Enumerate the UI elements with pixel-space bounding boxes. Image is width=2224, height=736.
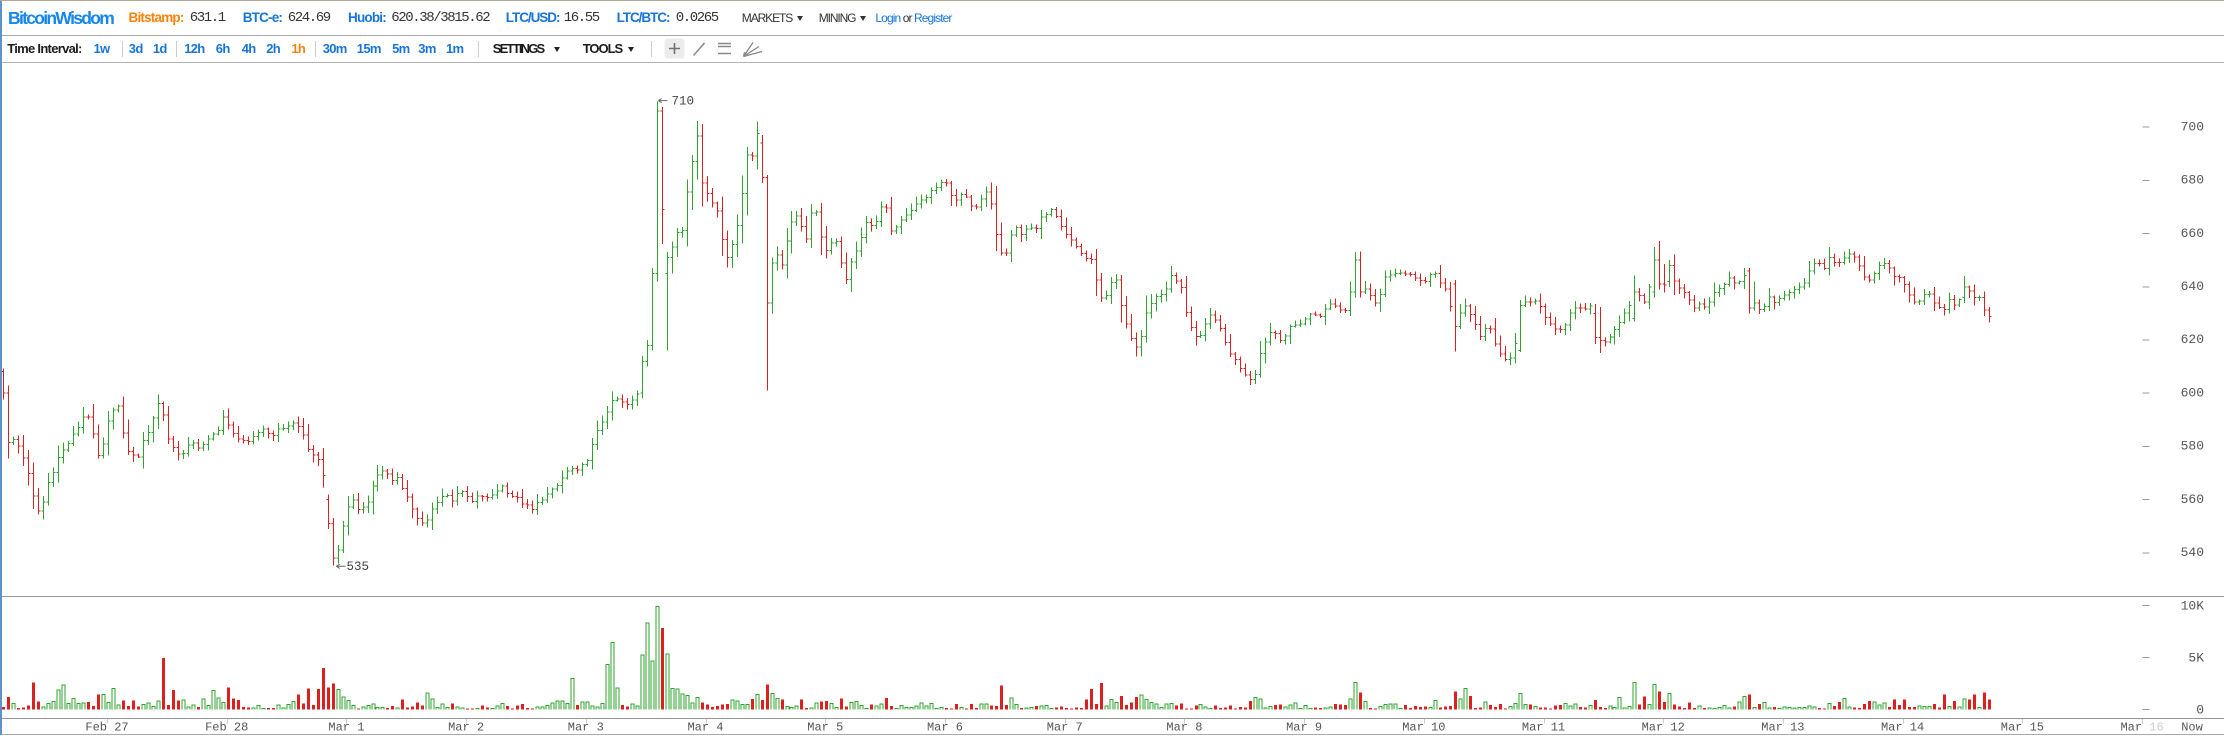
svg-text:Mar 13: Mar 13 [1761, 721, 1804, 735]
svg-text:600: 600 [2181, 385, 2204, 400]
svg-text:540: 540 [2181, 545, 2204, 560]
svg-text:560: 560 [2181, 492, 2204, 507]
svg-text:Mar 3: Mar 3 [568, 721, 604, 735]
svg-text:Mar 8: Mar 8 [1166, 721, 1202, 735]
svg-text:710: 710 [672, 95, 695, 109]
svg-text:Feb 28: Feb 28 [205, 721, 248, 735]
svg-text:640: 640 [2181, 279, 2204, 294]
svg-text:0: 0 [2196, 703, 2204, 718]
svg-text:660: 660 [2181, 226, 2204, 241]
svg-text:Mar 9: Mar 9 [1286, 721, 1322, 735]
svg-text:Mar 5: Mar 5 [807, 721, 843, 735]
svg-text:Mar 16: Mar 16 [2120, 721, 2163, 735]
svg-text:700: 700 [2181, 119, 2204, 134]
svg-text:580: 580 [2181, 439, 2204, 454]
svg-text:Mar 11: Mar 11 [1522, 721, 1565, 735]
svg-text:Mar 7: Mar 7 [1047, 721, 1083, 735]
svg-text:Mar 12: Mar 12 [1642, 721, 1685, 735]
svg-text:5K: 5K [2188, 651, 2204, 666]
svg-text:10K: 10K [2181, 599, 2205, 614]
svg-text:Mar 14: Mar 14 [1881, 721, 1924, 735]
svg-text:Mar 10: Mar 10 [1402, 721, 1445, 735]
svg-text:Mar 4: Mar 4 [687, 721, 723, 735]
svg-text:680: 680 [2181, 173, 2204, 188]
svg-text:535: 535 [347, 560, 370, 574]
svg-text:Now: Now [2181, 721, 2203, 735]
svg-text:Mar 2: Mar 2 [448, 721, 484, 735]
svg-text:Mar 1: Mar 1 [328, 721, 364, 735]
svg-text:620: 620 [2181, 332, 2204, 347]
svg-text:Feb 27: Feb 27 [85, 721, 128, 735]
svg-text:Mar 6: Mar 6 [927, 721, 963, 735]
svg-text:Mar 15: Mar 15 [2001, 721, 2044, 735]
